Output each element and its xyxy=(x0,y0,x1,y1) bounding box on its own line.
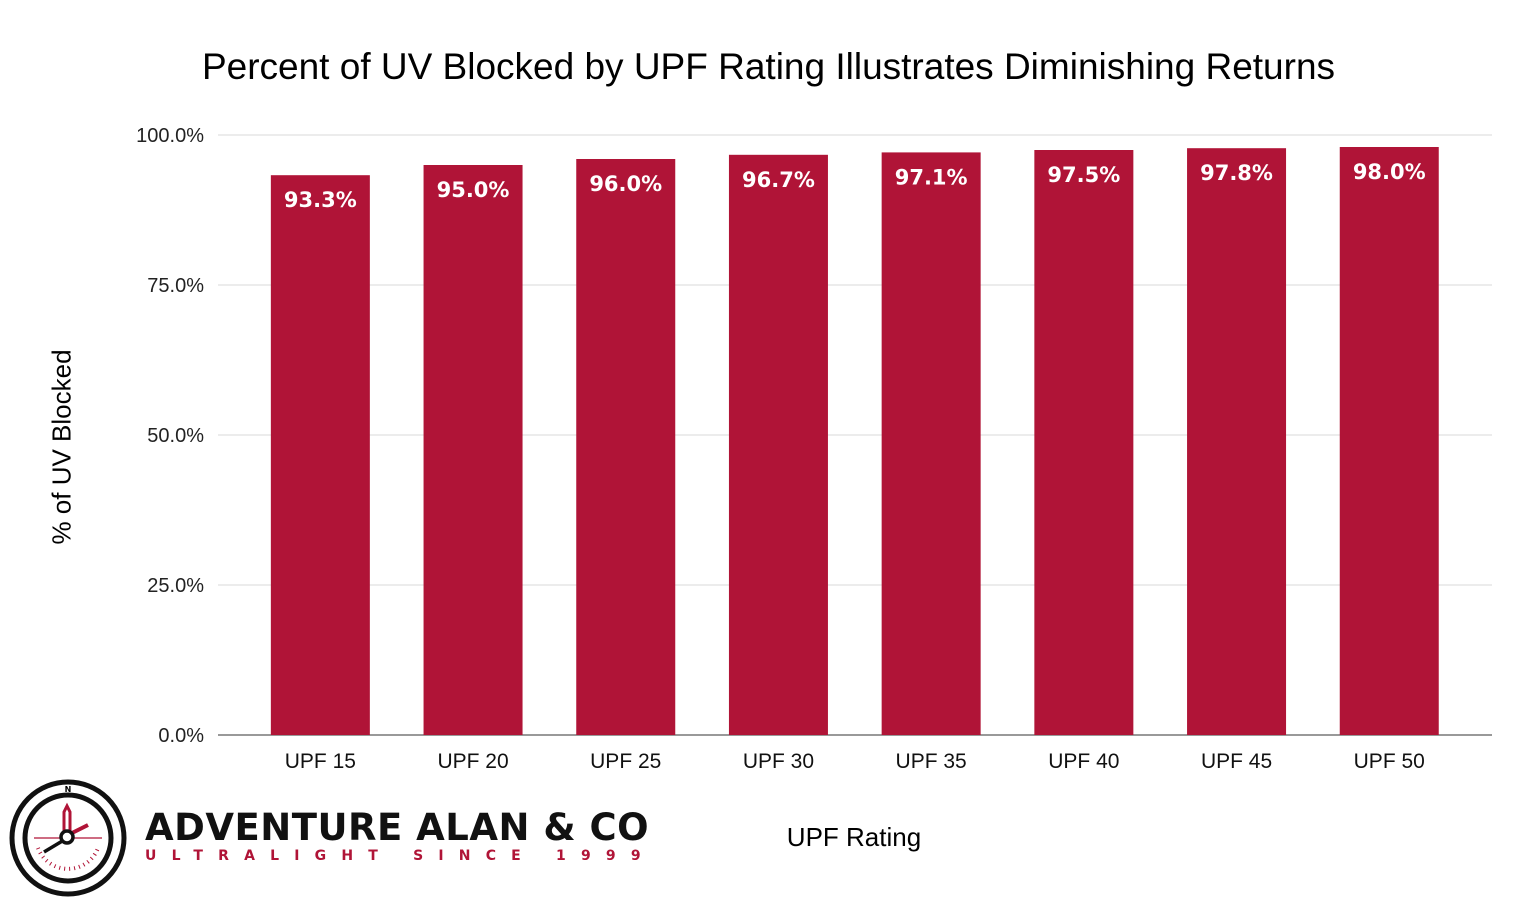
data-label: 97.5% xyxy=(1047,163,1120,187)
bar xyxy=(1339,147,1439,735)
x-tick-label: UPF 25 xyxy=(590,750,661,773)
bar xyxy=(1034,150,1134,735)
y-axis-title: % of UV Blocked xyxy=(46,349,77,545)
data-label: 93.3% xyxy=(284,188,357,212)
x-tick-label: UPF 15 xyxy=(285,750,356,773)
bar xyxy=(881,152,981,735)
compass-letter: N xyxy=(65,785,72,794)
data-label: 97.1% xyxy=(895,165,968,189)
x-axis-title: UPF Rating xyxy=(786,822,922,852)
compass-logo-icon: N xyxy=(9,779,127,897)
data-label: 97.8% xyxy=(1200,161,1273,185)
y-tick-label: 100.0% xyxy=(136,125,204,147)
x-tick-label: UPF 50 xyxy=(1354,750,1425,773)
bar xyxy=(270,175,370,735)
x-tick-label: UPF 45 xyxy=(1201,750,1272,773)
x-tick-label: UPF 20 xyxy=(437,750,508,773)
x-tick-label: UPF 30 xyxy=(743,750,814,773)
x-tick-label: UPF 35 xyxy=(896,750,967,773)
y-tick-label: 75.0% xyxy=(147,275,204,297)
data-label: 96.7% xyxy=(742,168,815,192)
y-tick-label: 25.0% xyxy=(147,575,204,597)
bar xyxy=(423,165,523,735)
chart-title: Percent of UV Blocked by UPF Rating Illu… xyxy=(201,46,1336,87)
bar xyxy=(1187,148,1287,735)
data-label: 96.0% xyxy=(589,172,662,196)
x-tick-label: UPF 40 xyxy=(1048,750,1119,773)
bar xyxy=(728,154,828,736)
y-tick-label: 0.0% xyxy=(158,725,204,747)
bar xyxy=(576,159,676,735)
y-tick-label: 50.0% xyxy=(147,425,204,447)
data-label: 98.0% xyxy=(1353,160,1426,184)
logo-name: ADVENTURE ALAN & CO xyxy=(145,806,650,849)
data-label: 95.0% xyxy=(437,178,510,202)
logo-tagline: ULTRALIGHT SINCE 1999 xyxy=(145,848,656,864)
